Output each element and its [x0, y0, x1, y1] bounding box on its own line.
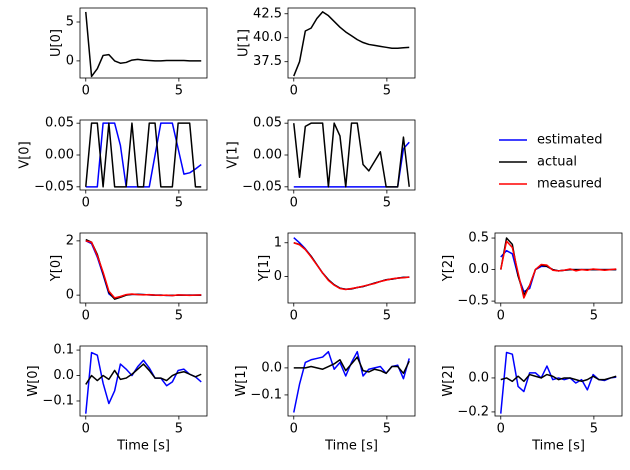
y-tick-label: −0.05 — [34, 179, 74, 194]
legend-label: estimated — [537, 133, 602, 148]
y-tick-label: 0.0 — [468, 262, 489, 277]
series-line — [293, 11, 410, 77]
x-tick-label: 5 — [175, 196, 183, 211]
y-axis-label: U[1] — [237, 29, 252, 57]
y-tick-label: 0.00 — [45, 148, 74, 163]
y-axis-label: U[0] — [49, 29, 64, 57]
y-tick-label: 37.5 — [253, 54, 282, 69]
series-line — [500, 237, 617, 296]
y-tick-label: 0.0 — [261, 360, 282, 375]
axes-frame — [287, 7, 416, 79]
y-axis-label: W[0] — [26, 365, 41, 396]
x-tick-label: 0 — [290, 84, 298, 99]
series-line — [85, 351, 202, 414]
legend-label: actual — [537, 155, 577, 170]
y-tick-label: 0.00 — [253, 148, 282, 163]
x-tick-label: 5 — [383, 309, 391, 324]
series-line — [85, 240, 202, 299]
series-line — [293, 356, 410, 375]
x-tick-label: 5 — [175, 309, 183, 324]
x-tick-label: 0 — [82, 422, 90, 437]
axes-frame — [494, 345, 623, 417]
y-axis-label: V[1] — [226, 141, 241, 168]
x-tick-label: 0 — [82, 84, 90, 99]
x-tick-label: 0 — [497, 309, 505, 324]
x-tick-label: 0 — [290, 309, 298, 324]
y-tick-label: 0.05 — [253, 116, 282, 131]
y-tick-label: 0.1 — [53, 343, 74, 358]
axes-frame — [494, 232, 623, 304]
y-tick-label: 42.5 — [253, 6, 282, 21]
x-tick-label: 0 — [497, 422, 505, 437]
x-tick-label: 5 — [175, 84, 183, 99]
legend-label: measured — [537, 177, 602, 192]
axes-frame — [79, 232, 208, 304]
series-line — [293, 350, 410, 413]
y-tick-label: −0.5 — [457, 294, 489, 309]
x-tick-label: 5 — [175, 422, 183, 437]
series-line — [85, 363, 202, 385]
axes-frame — [79, 7, 208, 79]
series-line — [293, 122, 410, 188]
y-tick-label: 0.05 — [45, 116, 74, 131]
series-line — [500, 240, 617, 299]
y-axis-label: W[2] — [441, 365, 456, 396]
y-tick-label: 0 — [66, 288, 74, 303]
x-tick-label: 0 — [82, 309, 90, 324]
y-tick-label: 5 — [66, 15, 74, 30]
series-line — [293, 242, 410, 290]
x-tick-label: 0 — [290, 196, 298, 211]
y-axis-label: V[0] — [18, 141, 33, 168]
y-tick-label: −0.1 — [250, 387, 282, 402]
y-tick-label: 2 — [66, 233, 74, 248]
series-line — [85, 238, 202, 300]
series-line — [293, 237, 410, 290]
y-tick-label: 0.0 — [53, 368, 74, 383]
y-tick-label: −0.05 — [242, 179, 282, 194]
series-line — [293, 242, 410, 291]
x-tick-label: 5 — [383, 196, 391, 211]
y-axis-label: W[1] — [234, 365, 249, 396]
y-tick-label: 0.5 — [468, 231, 489, 246]
x-tick-label: 5 — [383, 422, 391, 437]
x-tick-label: 0 — [290, 422, 298, 437]
x-tick-label: 5 — [590, 309, 598, 324]
x-tick-label: 0 — [82, 196, 90, 211]
y-axis-label: Y[2] — [441, 255, 456, 282]
series-line — [500, 351, 617, 414]
series-line — [500, 373, 617, 383]
x-tick-label: 5 — [383, 84, 391, 99]
series-line — [85, 240, 202, 300]
axes-frame — [79, 345, 208, 417]
y-tick-label: −0.1 — [42, 393, 74, 408]
y-axis-label: Y[0] — [49, 255, 64, 282]
y-axis-label: Y[1] — [257, 255, 272, 282]
x-tick-label: 5 — [590, 422, 598, 437]
y-tick-label: 0 — [66, 53, 74, 68]
y-tick-label: 1 — [274, 235, 282, 250]
y-tick-label: −0.2 — [457, 404, 489, 419]
x-axis-label: Time [s] — [531, 439, 585, 454]
axes-frame — [287, 345, 416, 417]
axes-frame — [287, 232, 416, 304]
x-axis-label: Time [s] — [324, 439, 378, 454]
series-line — [85, 122, 202, 188]
y-tick-label: 0 — [274, 269, 282, 284]
series-line — [85, 122, 202, 188]
series-line — [293, 141, 410, 188]
y-tick-label: 0.0 — [468, 370, 489, 385]
y-tick-label: 40.0 — [253, 30, 282, 45]
x-axis-label: Time [s] — [116, 439, 170, 454]
series-line — [85, 11, 202, 78]
